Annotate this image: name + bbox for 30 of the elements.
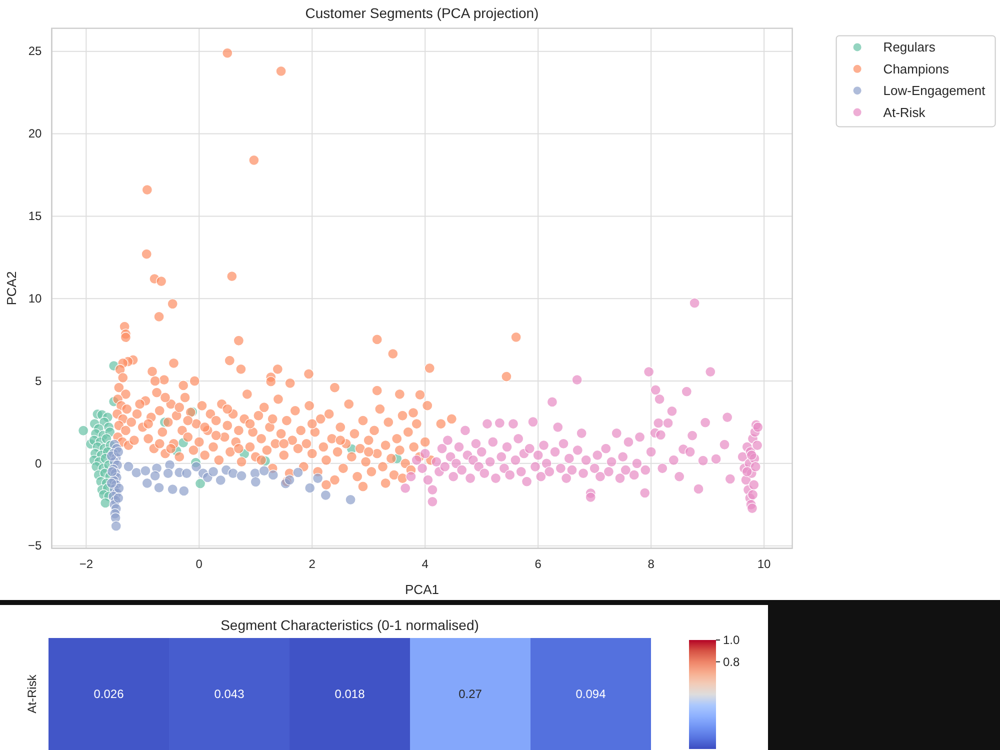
legend-label: Champions bbox=[883, 61, 950, 76]
legend-label: Regulars bbox=[883, 40, 936, 55]
color-bar-label: 1.0 bbox=[723, 633, 740, 648]
x-tick-label: 4 bbox=[422, 556, 429, 571]
data-label: 0.043 bbox=[214, 687, 245, 702]
y-tick-label: −5 bbox=[28, 538, 42, 553]
x-tick-label: 0 bbox=[196, 556, 203, 571]
chart-title: Segment Characteristics (0-1 normalised) bbox=[220, 617, 479, 633]
chart-title: Customer Segments (PCA projection) bbox=[305, 5, 539, 21]
color-bar-label: 0.8 bbox=[723, 655, 740, 669]
x-tick-label: 10 bbox=[757, 556, 772, 571]
y-tick-label: 25 bbox=[28, 44, 42, 58]
data-label: 0.094 bbox=[576, 687, 606, 702]
y-tick-label: 20 bbox=[28, 126, 42, 141]
y-axis-title: PCA2 bbox=[4, 271, 19, 306]
legend-label: Low-Engagement bbox=[883, 83, 986, 98]
x-tick-label: 2 bbox=[308, 556, 316, 571]
data-label: 0.026 bbox=[94, 687, 124, 702]
x-tick-label: −2 bbox=[79, 556, 94, 571]
y-tick-label: At-Risk bbox=[25, 674, 39, 714]
x-axis-title: PCA1 bbox=[405, 582, 439, 597]
y-tick-label: 10 bbox=[28, 291, 42, 306]
y-tick-label: 5 bbox=[35, 374, 42, 388]
legend-label: At-Risk bbox=[883, 104, 926, 120]
data-label: 0.018 bbox=[334, 687, 366, 702]
x-tick-label: 8 bbox=[648, 556, 655, 571]
y-tick-label: 0 bbox=[35, 456, 42, 470]
x-tick-label: 6 bbox=[534, 556, 542, 571]
y-tick-label: 15 bbox=[28, 209, 42, 224]
data-label: 0.27 bbox=[458, 687, 482, 702]
